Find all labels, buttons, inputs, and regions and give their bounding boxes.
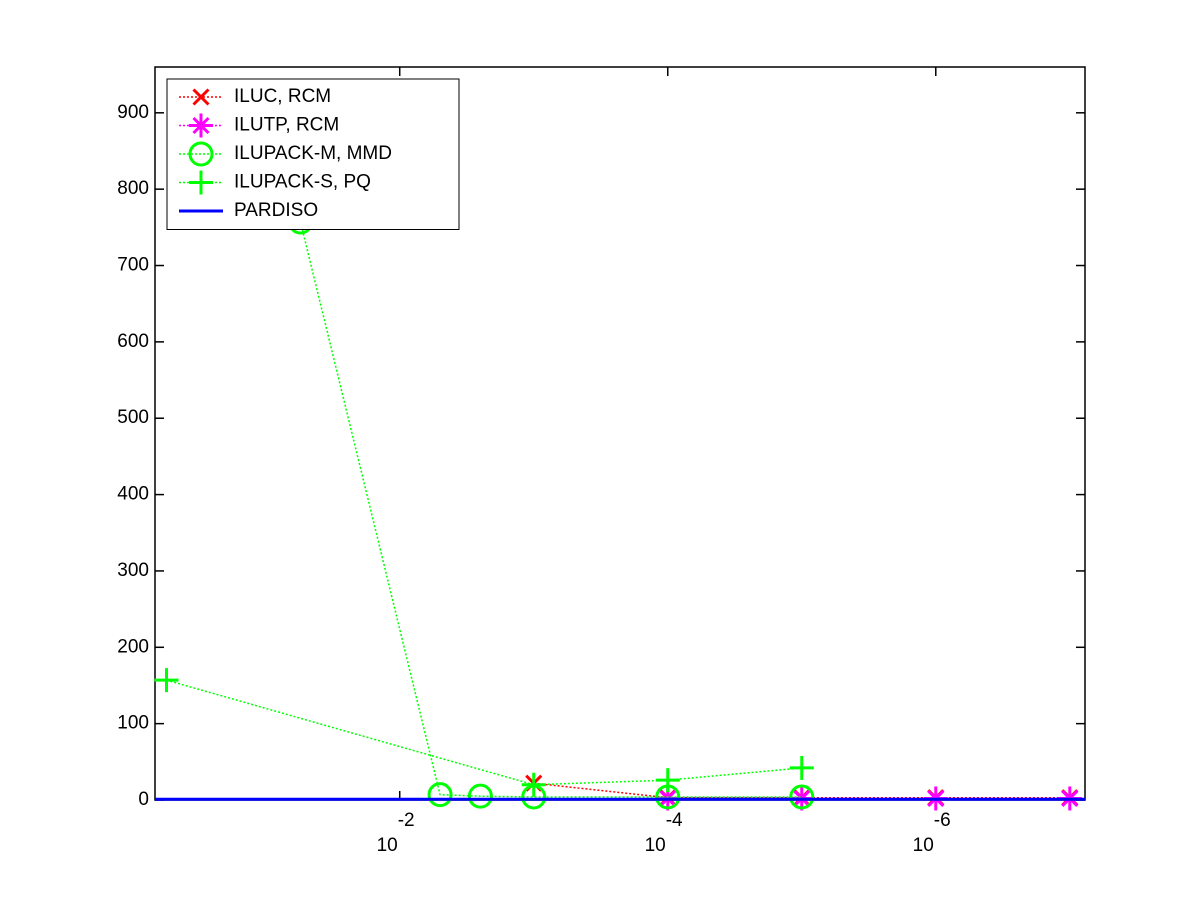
x-tick-label: 10 [377, 835, 398, 856]
x-tick-label: 10 [913, 835, 934, 856]
legend-label: ILUPACK-S, PQ [234, 172, 371, 193]
marker [789, 784, 815, 810]
y-tick-label: 0 [138, 789, 149, 810]
x-tick-exponent: -4 [666, 810, 683, 831]
y-tick-label: 800 [117, 178, 149, 199]
marker-circle [789, 784, 815, 810]
series-line [299, 221, 802, 798]
marker [655, 768, 680, 793]
marker [189, 170, 213, 195]
legend-label: ILUC, RCM [234, 86, 331, 107]
marker-stroke [192, 88, 210, 106]
y-tick-label: 600 [117, 331, 149, 352]
y-tick-label: 100 [117, 713, 149, 734]
marker [521, 772, 546, 797]
x-tick-exponent: -2 [398, 810, 415, 831]
y-tick-label: 700 [117, 255, 149, 276]
y-tick-label: 400 [117, 484, 149, 505]
marker [188, 141, 214, 167]
marker [789, 755, 814, 780]
marker [192, 88, 210, 106]
legend-label: PARDISO [234, 200, 318, 221]
y-tick-label: 500 [117, 407, 149, 428]
marker-circle [467, 783, 493, 809]
y-tick-label: 300 [117, 560, 149, 581]
series-line [166, 679, 802, 786]
marker-circle [427, 782, 453, 808]
y-tick-label: 200 [117, 636, 149, 657]
marker [189, 113, 213, 138]
y-tick-label: 900 [117, 102, 149, 123]
x-tick-label: 10 [645, 835, 666, 856]
marker [154, 668, 179, 693]
legend-label: ILUTP, RCM [234, 115, 339, 136]
x-tick-exponent: -6 [934, 810, 951, 831]
legend-label: ILUPACK-M, MMD [234, 143, 392, 164]
marker-circle [188, 141, 214, 167]
marker [427, 782, 453, 808]
marker [467, 783, 493, 809]
